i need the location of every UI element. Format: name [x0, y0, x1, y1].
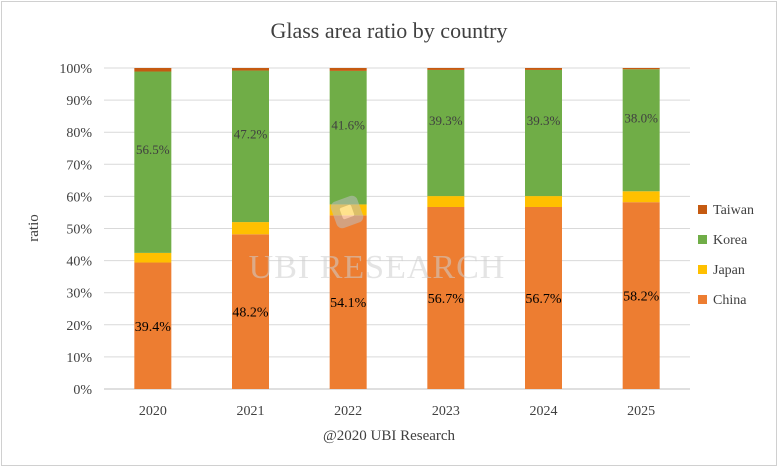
bar-segment-china-2020	[134, 262, 172, 389]
legend-swatch	[698, 295, 707, 304]
bar-segment-korea-2025	[622, 69, 660, 192]
data-label-korea: 38.0%	[624, 110, 658, 125]
y-tick-label: 80%	[66, 126, 92, 141]
legend-label: Japan	[713, 263, 745, 278]
gridlines	[104, 67, 690, 390]
bar-segment-china-2021	[232, 234, 269, 389]
data-label-korea: 56.5%	[136, 142, 170, 157]
y-tick-label: 50%	[66, 223, 92, 238]
bar-segment-japan-2025	[622, 191, 660, 203]
data-label-china: 56.7%	[525, 292, 562, 307]
data-label-china: 48.2%	[232, 306, 269, 321]
data-label-korea: 47.2%	[234, 126, 268, 141]
bar-segment-japan-2020	[134, 252, 172, 263]
bar-segment-japan-2023	[427, 196, 465, 207]
bar-segment-japan-2021	[232, 222, 269, 235]
bar-segment-china-2024	[525, 206, 562, 389]
y-axis-ticks: 0% 10% 20% 30% 40% 50% 60% 70% 80% 90% 100%	[59, 62, 92, 398]
legend-label: Korea	[713, 233, 748, 248]
y-tick-label: 10%	[66, 351, 92, 366]
bar-segment-japan-2024	[525, 196, 562, 207]
x-tick-label: 2020	[139, 404, 167, 419]
watermark-logo: UBI RESEARCH	[249, 195, 506, 286]
bar-segment-taiwan-2023	[427, 68, 465, 70]
legend: Taiwan Korea Japan China	[698, 203, 754, 308]
data-label-korea: 41.6%	[331, 118, 365, 133]
y-axis-label: ratio	[26, 214, 42, 242]
data-label-korea: 39.3%	[527, 113, 561, 128]
x-tick-label: 2025	[627, 404, 655, 419]
x-tick-label: 2021	[237, 404, 265, 419]
legend-swatch	[698, 205, 707, 214]
x-axis-ticks: 2020 2021 2022 2023 2024 2025	[139, 404, 655, 419]
bar-segment-korea-2023	[427, 69, 465, 197]
data-label-china: 56.7%	[428, 292, 465, 307]
legend-swatch	[698, 235, 707, 244]
y-tick-label: 20%	[66, 319, 92, 334]
y-tick-label: 0%	[73, 383, 92, 398]
bar-segment-taiwan-2021	[232, 68, 269, 71]
x-tick-label: 2022	[334, 404, 362, 419]
data-labels: 39.4% 56.5% 48.2% 47.2% 54.1% 41.6% 56.7% 39.3%…	[135, 110, 660, 334]
y-tick-label: 70%	[66, 158, 92, 173]
bar-segment-taiwan-2025	[622, 68, 660, 70]
data-label-china: 58.2%	[623, 290, 660, 305]
bars	[134, 68, 660, 389]
bar-segment-korea-2021	[232, 70, 269, 223]
chart-title: Glass area ratio by country	[270, 18, 507, 43]
bar-segment-china-2023	[427, 206, 465, 389]
bar-segment-taiwan-2020	[134, 68, 172, 72]
bar-segment-korea-2020	[134, 71, 172, 253]
watermark-text: UBI RESEARCH	[249, 249, 506, 286]
bar-segment-korea-2024	[525, 69, 562, 197]
y-tick-label: 60%	[66, 190, 92, 205]
legend-item-china: China	[698, 293, 747, 308]
bar-segment-china-2022	[329, 215, 367, 389]
bar-segment-taiwan-2024	[525, 68, 562, 70]
x-axis-label: @2020 UBI Research	[323, 428, 456, 444]
x-tick-label: 2023	[432, 404, 460, 419]
legend-item-korea: Korea	[698, 233, 748, 248]
y-tick-label: 40%	[66, 255, 92, 270]
legend-item-taiwan: Taiwan	[698, 203, 754, 218]
x-tick-label: 2024	[530, 404, 558, 419]
data-label-china: 39.4%	[135, 320, 172, 335]
legend-swatch	[698, 265, 707, 274]
data-label-china: 54.1%	[330, 296, 367, 311]
data-label-korea: 39.3%	[429, 113, 463, 128]
y-tick-label: 100%	[59, 62, 92, 77]
y-tick-label: 90%	[66, 94, 92, 109]
legend-label: Taiwan	[713, 203, 754, 218]
bar-segment-korea-2022	[329, 70, 367, 205]
bar-segment-taiwan-2022	[329, 68, 367, 71]
y-tick-label: 30%	[66, 287, 92, 302]
legend-label: China	[713, 293, 747, 308]
bar-segment-china-2025	[622, 202, 660, 389]
legend-item-japan: Japan	[698, 263, 745, 278]
